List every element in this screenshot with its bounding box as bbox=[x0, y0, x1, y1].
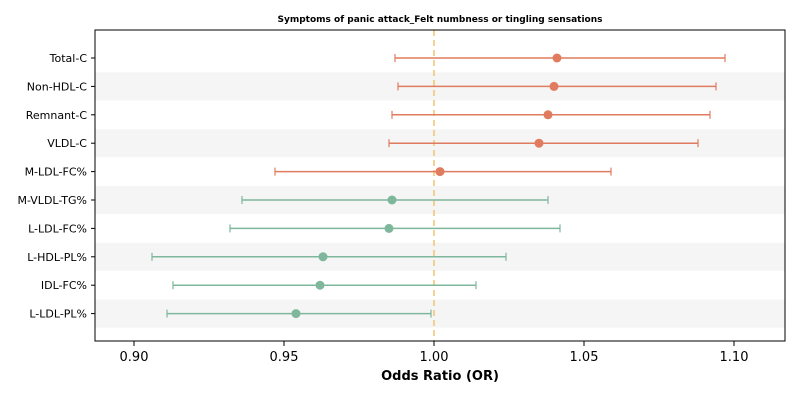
y-tick-label: M-VLDL-TG% bbox=[17, 194, 87, 207]
estimate-row bbox=[274, 167, 612, 177]
odds-ratio-point bbox=[384, 223, 394, 233]
odds-ratio-point bbox=[315, 280, 325, 290]
odds-ratio-point bbox=[543, 110, 553, 120]
estimate-row bbox=[241, 195, 549, 205]
odds-ratio-point bbox=[534, 138, 544, 148]
x-tick-label: 0.95 bbox=[270, 350, 299, 365]
y-tick-label: L-LDL-FC% bbox=[28, 222, 87, 235]
x-tick-label: 1.05 bbox=[570, 350, 599, 365]
estimate-row bbox=[151, 252, 507, 262]
plot-frame bbox=[94, 29, 786, 342]
odds-ratio-point bbox=[435, 167, 445, 177]
y-tick-label: L-HDL-PL% bbox=[27, 251, 87, 264]
y-tick-label: Remnant-C bbox=[26, 109, 88, 122]
x-tick-label: 1.10 bbox=[720, 350, 749, 365]
x-tick-label: 0.90 bbox=[120, 350, 149, 365]
y-tick-label: L-LDL-PL% bbox=[29, 308, 87, 321]
estimate-row bbox=[391, 110, 711, 120]
x-axis-label: Odds Ratio (OR) bbox=[381, 369, 499, 384]
odds-ratio-point bbox=[549, 81, 559, 91]
estimate-row bbox=[229, 223, 561, 233]
y-tick-label: VLDL-C bbox=[47, 137, 87, 150]
odds-ratio-point bbox=[318, 252, 328, 262]
odds-ratio-point bbox=[387, 195, 397, 205]
y-tick-label: Non-HDL-C bbox=[27, 80, 88, 93]
y-tick-label: Total-C bbox=[49, 52, 88, 65]
odds-ratio-point bbox=[552, 53, 562, 63]
estimate-row bbox=[394, 53, 726, 63]
estimate-row bbox=[388, 138, 699, 148]
estimate-row bbox=[172, 280, 477, 290]
y-tick-label: IDL-FC% bbox=[41, 279, 87, 292]
y-axis-labels: Total-C Non-HDL-C Remnant-C VLDL-C M-LDL-FC%… bbox=[17, 52, 95, 321]
chart-title: Symptoms of panic attack_Felt numbness o… bbox=[278, 15, 603, 25]
confidence-intervals bbox=[151, 53, 726, 319]
odds-ratio-point bbox=[291, 309, 301, 319]
x-tick-label: 1.00 bbox=[420, 350, 449, 365]
estimate-row bbox=[397, 81, 717, 91]
estimate-row bbox=[166, 309, 432, 319]
x-axis-ticks: 0.90 0.95 1.00 1.05 1.10 bbox=[120, 341, 749, 365]
y-tick-label: M-LDL-FC% bbox=[25, 166, 87, 179]
